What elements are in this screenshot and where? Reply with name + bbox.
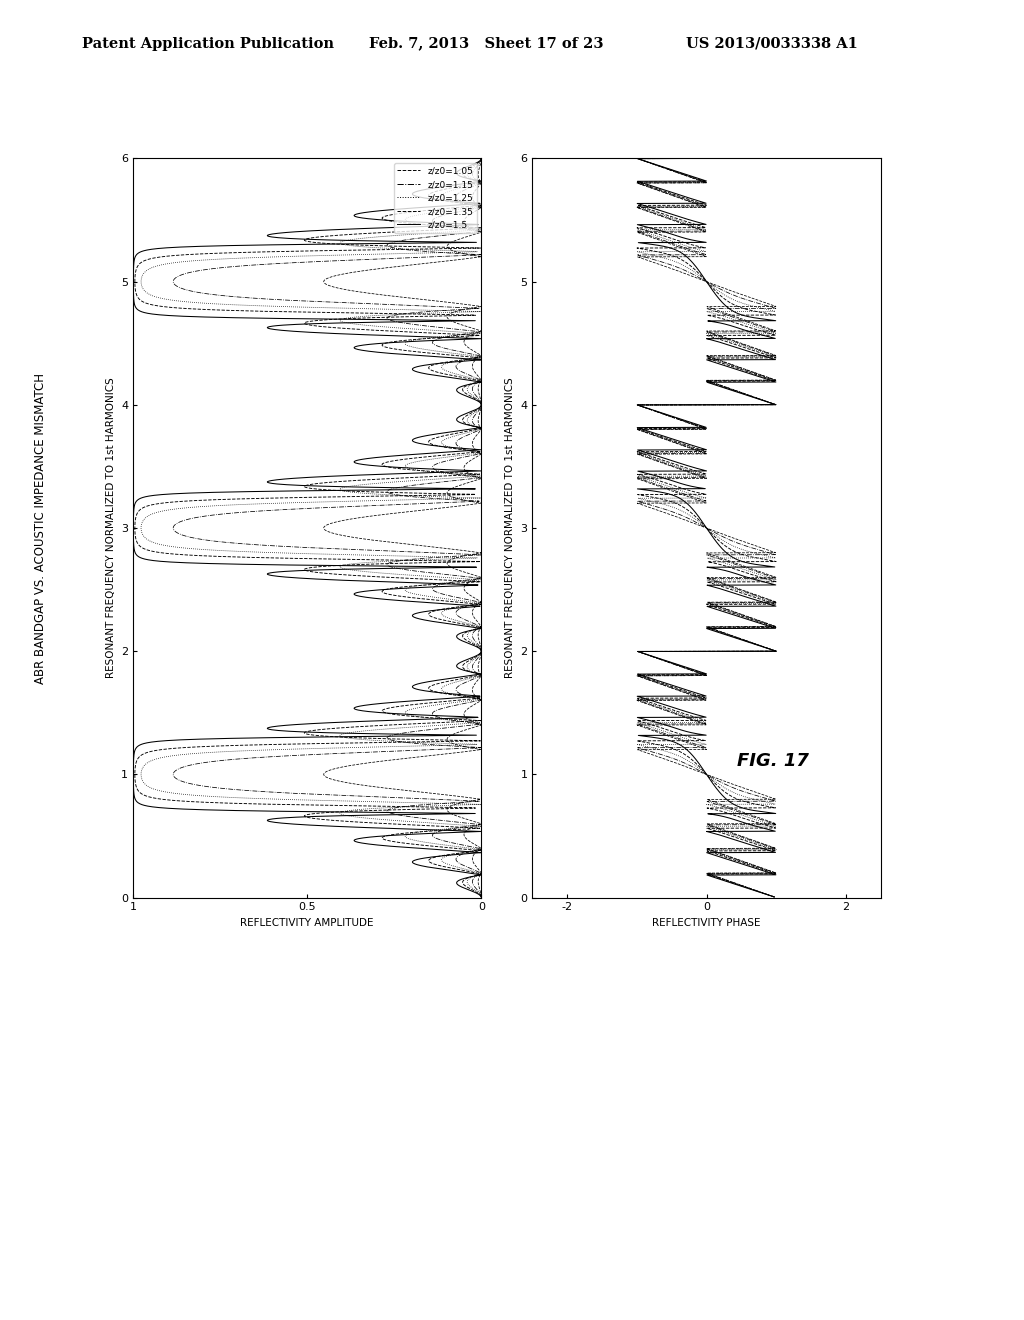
X-axis label: REFLECTIVITY PHASE: REFLECTIVITY PHASE xyxy=(652,917,761,928)
Text: ABR BANDGAP VS. ACOUSTIC IMPEDANCE MISMATCH: ABR BANDGAP VS. ACOUSTIC IMPEDANCE MISMA… xyxy=(35,372,47,684)
Y-axis label: RESONANT FREQUENCY NORMALIZED TO 1st HARMONICS: RESONANT FREQUENCY NORMALIZED TO 1st HAR… xyxy=(505,378,515,678)
X-axis label: REFLECTIVITY AMPLITUDE: REFLECTIVITY AMPLITUDE xyxy=(241,917,374,928)
Text: FIG. 17: FIG. 17 xyxy=(737,751,809,770)
Text: Patent Application Publication: Patent Application Publication xyxy=(82,37,334,50)
Text: US 2013/0033338 A1: US 2013/0033338 A1 xyxy=(686,37,858,50)
Text: Feb. 7, 2013   Sheet 17 of 23: Feb. 7, 2013 Sheet 17 of 23 xyxy=(369,37,603,50)
Y-axis label: RESONANT FREQUENCY NORMALIZED TO 1st HARMONICS: RESONANT FREQUENCY NORMALIZED TO 1st HAR… xyxy=(105,378,116,678)
Legend: z/z0=1.05, z/z0=1.15, z/z0=1.25, z/z0=1.35, z/z0=1.5: z/z0=1.05, z/z0=1.15, z/z0=1.25, z/z0=1.… xyxy=(394,162,477,234)
